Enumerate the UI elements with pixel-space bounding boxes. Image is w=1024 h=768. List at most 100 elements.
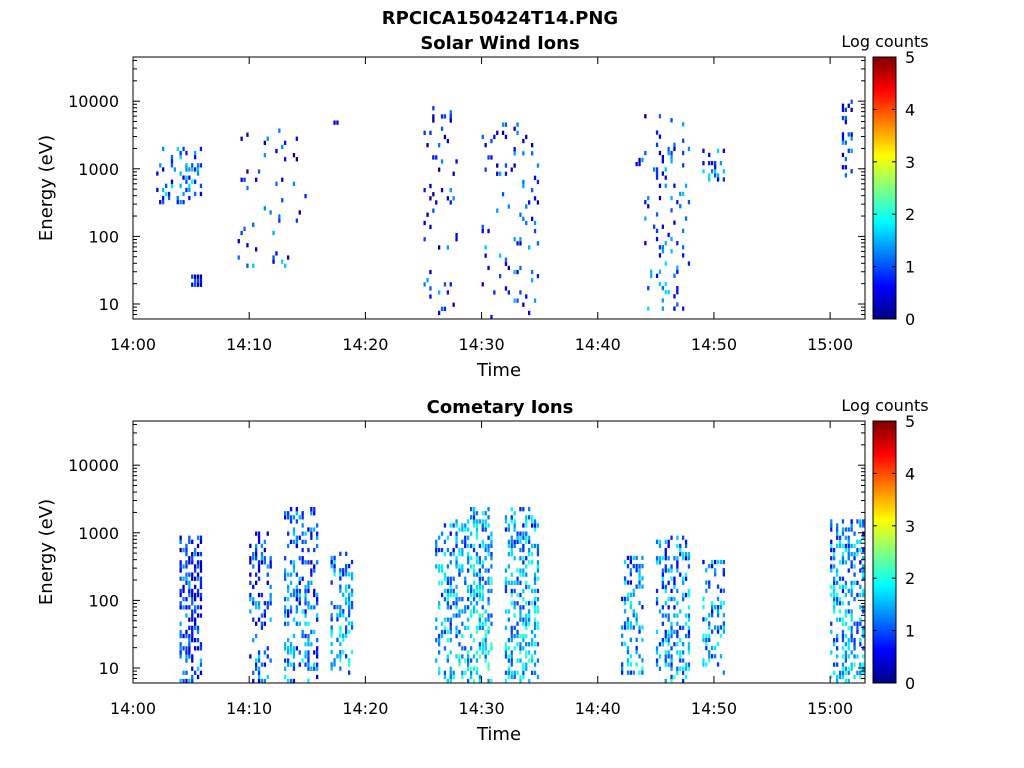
spectrogram-cell <box>263 609 266 614</box>
spectrogram-cell <box>504 568 508 573</box>
spectrogram-cell <box>844 115 847 121</box>
colorbar-swatch <box>873 292 896 296</box>
spectrogram-cell <box>269 601 272 606</box>
spectrogram-cell <box>490 138 493 144</box>
spectrogram-cell <box>635 613 638 618</box>
spectrogram-cell <box>716 559 720 565</box>
spectrogram-cell <box>847 670 850 675</box>
spectrogram-cell <box>510 552 513 557</box>
spectrogram-cell <box>481 224 484 230</box>
spectrogram-cell <box>185 650 188 655</box>
spectrogram-cell <box>188 642 191 647</box>
spectrogram-cell <box>687 617 691 622</box>
spectrogram-cell <box>194 617 197 622</box>
spectrogram-cell <box>714 559 717 565</box>
spectrogram-cell <box>440 568 444 573</box>
colorbar-swatch <box>873 617 896 621</box>
spectrogram-cell <box>478 654 481 659</box>
spectrogram-cell <box>687 592 691 598</box>
spectrogram-cell <box>435 543 438 549</box>
spectrogram-cell <box>528 650 531 655</box>
spectrogram-cell <box>443 306 447 311</box>
spectrogram-cell <box>708 621 711 626</box>
spectrogram-cell <box>859 621 862 626</box>
spectrogram-cell <box>623 621 627 626</box>
spectrogram-cell <box>435 155 438 160</box>
spectrogram-cell <box>519 290 522 295</box>
spectrogram-cell <box>670 564 673 569</box>
spectrogram-cell <box>859 592 862 598</box>
spectrogram-cell <box>504 650 508 655</box>
spectrogram-cell <box>664 281 667 287</box>
spectrogram-cell <box>449 531 452 536</box>
spectrogram-cell <box>301 560 304 565</box>
spectrogram-cell <box>287 588 290 594</box>
spectrogram-cell <box>478 625 481 630</box>
colorbar-swatch <box>873 514 896 518</box>
spectrogram-cell <box>287 511 290 516</box>
spectrogram-cell <box>472 572 476 577</box>
spectrogram-cell <box>655 142 659 147</box>
spectrogram-cell <box>667 650 670 655</box>
spectrogram-cell <box>272 255 275 260</box>
spectrogram-cell <box>472 592 476 598</box>
spectrogram-cell <box>435 200 438 205</box>
spectrogram-cell <box>310 535 313 540</box>
spectrogram-cell <box>525 220 528 226</box>
spectrogram-cell <box>475 650 479 655</box>
spectrogram-cell <box>623 625 627 630</box>
spectrogram-cell <box>339 629 342 634</box>
spectrogram-cell <box>536 564 540 569</box>
spectrogram-cell <box>449 592 452 598</box>
spectrogram-cell <box>199 552 203 557</box>
spectrogram-cell <box>481 282 484 287</box>
spectrogram-cell <box>670 646 673 651</box>
spectrogram-cell <box>313 629 316 635</box>
colorbar-swatch <box>873 674 896 677</box>
spectrogram-cell <box>516 642 519 647</box>
spectrogram-cell <box>194 576 197 581</box>
spectrogram-cell <box>179 592 182 598</box>
colorbar-swatch <box>873 680 896 684</box>
colorbar-swatch <box>873 305 896 309</box>
spectrogram-cell <box>853 543 856 549</box>
spectrogram-cell <box>838 560 842 565</box>
spectrogram-cell <box>519 507 522 512</box>
spectrogram-cell <box>455 654 458 659</box>
spectrogram-cell <box>833 556 836 561</box>
spectrogram-cell <box>525 531 528 536</box>
colorbar-swatch <box>873 277 896 281</box>
spectrogram-cell <box>490 543 493 549</box>
spectrogram-cell <box>847 547 850 553</box>
spectrogram-cell <box>507 609 510 614</box>
spectrogram-cell <box>313 592 316 598</box>
spectrogram-cell <box>841 531 845 536</box>
spectrogram-cell <box>682 678 685 684</box>
spectrogram-cell <box>687 666 691 671</box>
spectrogram-cell <box>345 588 348 593</box>
colorbar-swatch <box>873 619 896 623</box>
x-tick-label: 14:50 <box>691 335 737 354</box>
spectrogram-cell <box>313 511 316 516</box>
spectrogram-cell <box>313 605 316 610</box>
spectrogram-cell <box>455 629 458 635</box>
spectrogram-cell <box>836 654 839 659</box>
spectrogram-cell <box>464 576 467 581</box>
spectrogram-cell <box>859 642 862 647</box>
spectrogram-cell <box>522 666 525 671</box>
spectrogram-cell <box>455 592 458 598</box>
spectrogram-cell <box>638 584 641 589</box>
spectrogram-cell <box>853 662 856 667</box>
spectrogram-cell <box>298 601 301 606</box>
spectrogram-cell <box>246 169 249 174</box>
spectrogram-cell <box>830 547 833 553</box>
spectrogram-cell <box>472 547 476 553</box>
spectrogram-cell <box>269 617 272 622</box>
spectrogram-cell <box>862 662 865 667</box>
spectrogram-cell <box>443 646 447 651</box>
colorbar-swatch <box>873 658 896 662</box>
spectrogram-cell <box>194 150 197 156</box>
spectrogram-cell <box>841 666 845 671</box>
spectrogram-cell <box>670 597 673 602</box>
spectrogram-cell <box>844 592 847 598</box>
